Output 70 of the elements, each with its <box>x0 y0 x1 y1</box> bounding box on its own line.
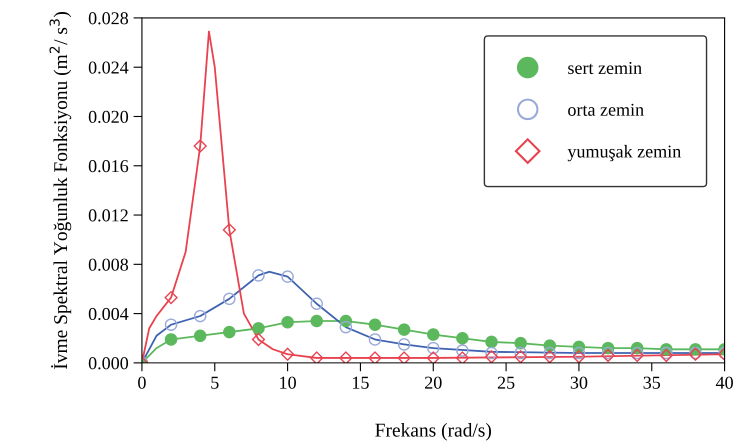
y-tick-label: 0.000 <box>88 357 128 370</box>
point <box>660 346 673 360</box>
point <box>368 318 382 331</box>
y-tick-label: 0.020 <box>88 110 128 123</box>
x-tick-label: 25 <box>498 376 514 389</box>
point <box>484 350 498 363</box>
y-axis-title: İvme Spektral Yoğunluk Fonksiyonu (m$^{2}$/ s$^{3}$) <box>49 12 72 369</box>
point <box>572 350 586 363</box>
point <box>194 330 206 342</box>
point <box>514 346 527 360</box>
point <box>398 351 411 363</box>
point <box>223 292 236 306</box>
point <box>485 336 498 348</box>
x-axis-title: Frekans (rad/s) <box>375 423 491 441</box>
point <box>456 351 469 363</box>
point <box>164 318 178 331</box>
y-tick-label: 0.028 <box>88 12 128 24</box>
x-tick-label: 40 <box>716 376 733 389</box>
point <box>310 297 323 310</box>
point <box>194 139 207 153</box>
point <box>223 326 236 338</box>
legend-label: yumuşak zemin <box>568 144 681 162</box>
y-tick-label: 0.012 <box>88 209 128 222</box>
x-tick-label: 20 <box>425 376 442 389</box>
point <box>281 348 294 361</box>
point <box>164 333 178 346</box>
legend-label: orta zemin <box>568 104 644 116</box>
point <box>427 328 440 341</box>
x-tick-label: 30 <box>570 376 588 389</box>
point <box>630 348 644 362</box>
point <box>368 351 382 363</box>
point <box>398 338 410 351</box>
point <box>252 322 265 335</box>
point <box>222 223 236 236</box>
point <box>164 290 178 304</box>
point <box>281 316 294 328</box>
point <box>427 342 440 354</box>
point <box>368 333 382 346</box>
y-tick-label: 0.016 <box>88 160 128 172</box>
point <box>456 332 469 344</box>
point <box>339 351 352 363</box>
point <box>340 320 352 334</box>
point <box>281 270 294 283</box>
point <box>544 346 556 360</box>
x-tick-label: 0 <box>138 376 146 389</box>
x-tick-label: 15 <box>352 376 369 389</box>
point <box>485 346 498 360</box>
x-tick-label: 5 <box>211 376 219 389</box>
point <box>514 350 528 363</box>
point <box>398 323 410 336</box>
point <box>194 310 206 322</box>
point <box>601 348 615 362</box>
point <box>630 346 644 360</box>
point <box>310 314 323 328</box>
y-tick-label: 0.008 <box>88 258 128 271</box>
point <box>426 351 440 363</box>
point <box>252 332 266 346</box>
x-tick-label: 35 <box>644 376 660 389</box>
point <box>456 344 469 357</box>
point <box>602 346 614 360</box>
point <box>660 348 673 362</box>
point <box>543 350 556 363</box>
point <box>514 336 527 350</box>
y-tick-label: 0.024 <box>88 61 128 74</box>
point <box>572 346 586 360</box>
y-tick-label: 0.004 <box>88 308 128 320</box>
legend-label: sert zemin <box>568 62 642 74</box>
x-tick-label: 10 <box>280 376 296 389</box>
point <box>310 351 324 363</box>
point <box>252 269 265 282</box>
